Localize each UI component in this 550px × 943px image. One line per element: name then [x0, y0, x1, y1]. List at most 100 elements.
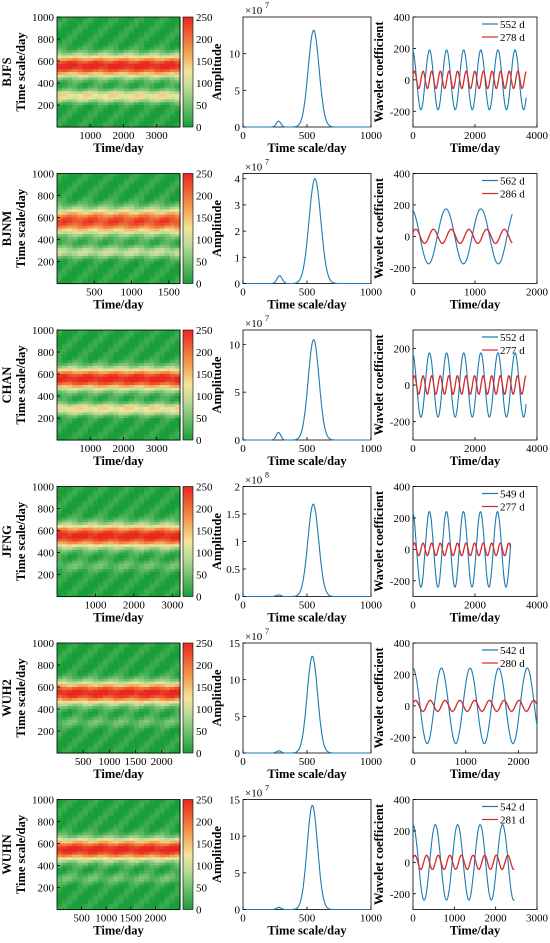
heatmap-cell [82, 722, 89, 727]
heatmap-cell [164, 733, 171, 738]
heatmap-cell [118, 335, 125, 339]
heatmap-cell [62, 349, 68, 353]
heatmap-cell [62, 503, 68, 507]
heatmap-cell [164, 503, 171, 507]
heatmap-cell [77, 332, 84, 337]
heatmap-cell [57, 209, 63, 213]
heatmap-cell [57, 429, 63, 433]
heatmap-cell [82, 549, 89, 554]
heatmap-cell [87, 522, 94, 526]
heatmap-cell [144, 30, 150, 35]
heatmap-cell [67, 242, 73, 246]
heatmap-cell [139, 580, 145, 584]
heatmap-cell [174, 412, 181, 416]
heatmap-cell [144, 525, 150, 529]
heatmap-cell [154, 72, 161, 76]
heatmap-cell [108, 110, 114, 114]
heatmap-cell [92, 209, 99, 213]
heatmap-cell [62, 516, 68, 521]
heatmap-cell [144, 225, 150, 230]
heatmap-cell [62, 412, 68, 416]
heatmap-cell [108, 66, 114, 70]
heatmap-cell [72, 563, 79, 567]
heatmap-cell [164, 530, 171, 534]
heatmap-cell [62, 527, 68, 532]
heatmap-cell [103, 700, 109, 705]
heatmap-cell [164, 393, 171, 397]
heatmap-cell [77, 728, 84, 732]
heatmap-cell [133, 415, 140, 419]
heatmap-cell [128, 547, 135, 551]
heatmap-cell [164, 662, 171, 666]
heatmap-cell [108, 665, 114, 669]
y-tick-label: 0 [405, 231, 411, 243]
heatmap-cell [144, 55, 150, 59]
heatmap-cell [103, 184, 109, 188]
heatmap-cell [159, 52, 166, 57]
heatmap-cell [72, 234, 79, 238]
heatmap-cell [72, 124, 79, 128]
heatmap-cell [128, 689, 135, 694]
heatmap-cell [128, 176, 135, 180]
heatmap-cell [62, 206, 68, 210]
heatmap-cell [159, 656, 166, 661]
heatmap-cell [149, 429, 155, 433]
heatmap-cell [174, 179, 181, 183]
heatmap-cell [82, 519, 89, 523]
amplitude-x-label: Time scale/day [267, 298, 347, 312]
heatmap-cell [154, 66, 161, 70]
heatmap-cell [123, 58, 130, 62]
heatmap-cell [87, 505, 94, 510]
heatmap-cell [123, 253, 130, 257]
heatmap-cell [87, 190, 94, 194]
heatmap-cell [149, 107, 155, 112]
heatmap-cell [92, 91, 99, 95]
heatmap-cell [72, 376, 79, 381]
heatmap-cell [87, 25, 94, 29]
heatmap-cell [149, 85, 155, 90]
heatmap-cell [164, 665, 171, 669]
heatmap-cell [159, 110, 166, 114]
heatmap-cell [82, 330, 89, 334]
heatmap-cell [113, 374, 120, 378]
heatmap-cell [174, 486, 181, 490]
heatmap-cell [144, 94, 150, 98]
heatmap-cell [169, 582, 176, 587]
heatmap-cell [159, 379, 166, 383]
heatmap-cell [144, 354, 150, 359]
heatmap-cell [108, 28, 114, 32]
heatmap-cell [123, 516, 130, 521]
heatmap-cell [159, 725, 166, 729]
heatmap-cell [72, 247, 79, 252]
heatmap-cell [98, 503, 104, 507]
heatmap-cell [103, 725, 109, 729]
heatmap-cell [82, 401, 89, 405]
heatmap-cell [159, 684, 166, 688]
heatmap-cell [169, 648, 176, 652]
heatmap-cell [123, 231, 130, 235]
heatmap-cell [149, 420, 155, 425]
heatmap-cell [139, 549, 145, 554]
heatmap-cell [164, 203, 171, 208]
heatmap-cell [169, 107, 176, 112]
heatmap-cell [139, 536, 145, 540]
heatmap-cell [72, 706, 79, 710]
heatmap-cell [174, 261, 181, 265]
heatmap-cell [82, 269, 89, 274]
heatmap-cell [72, 96, 79, 101]
heatmap-cell [103, 684, 109, 688]
heatmap-cell [164, 330, 171, 334]
heatmap-cell [67, 371, 73, 375]
heatmap-cell [133, 357, 140, 361]
heatmap-cell [113, 173, 120, 177]
heatmap-cell [82, 692, 89, 696]
heatmap-cell [149, 714, 155, 718]
heatmap-cell [67, 577, 73, 581]
heatmap-cell [123, 77, 130, 81]
heatmap-cell [128, 214, 135, 219]
heatmap-cell [62, 574, 68, 578]
heatmap-cell [144, 275, 150, 279]
heatmap-cell [174, 30, 181, 35]
heatmap-cell [169, 58, 176, 62]
